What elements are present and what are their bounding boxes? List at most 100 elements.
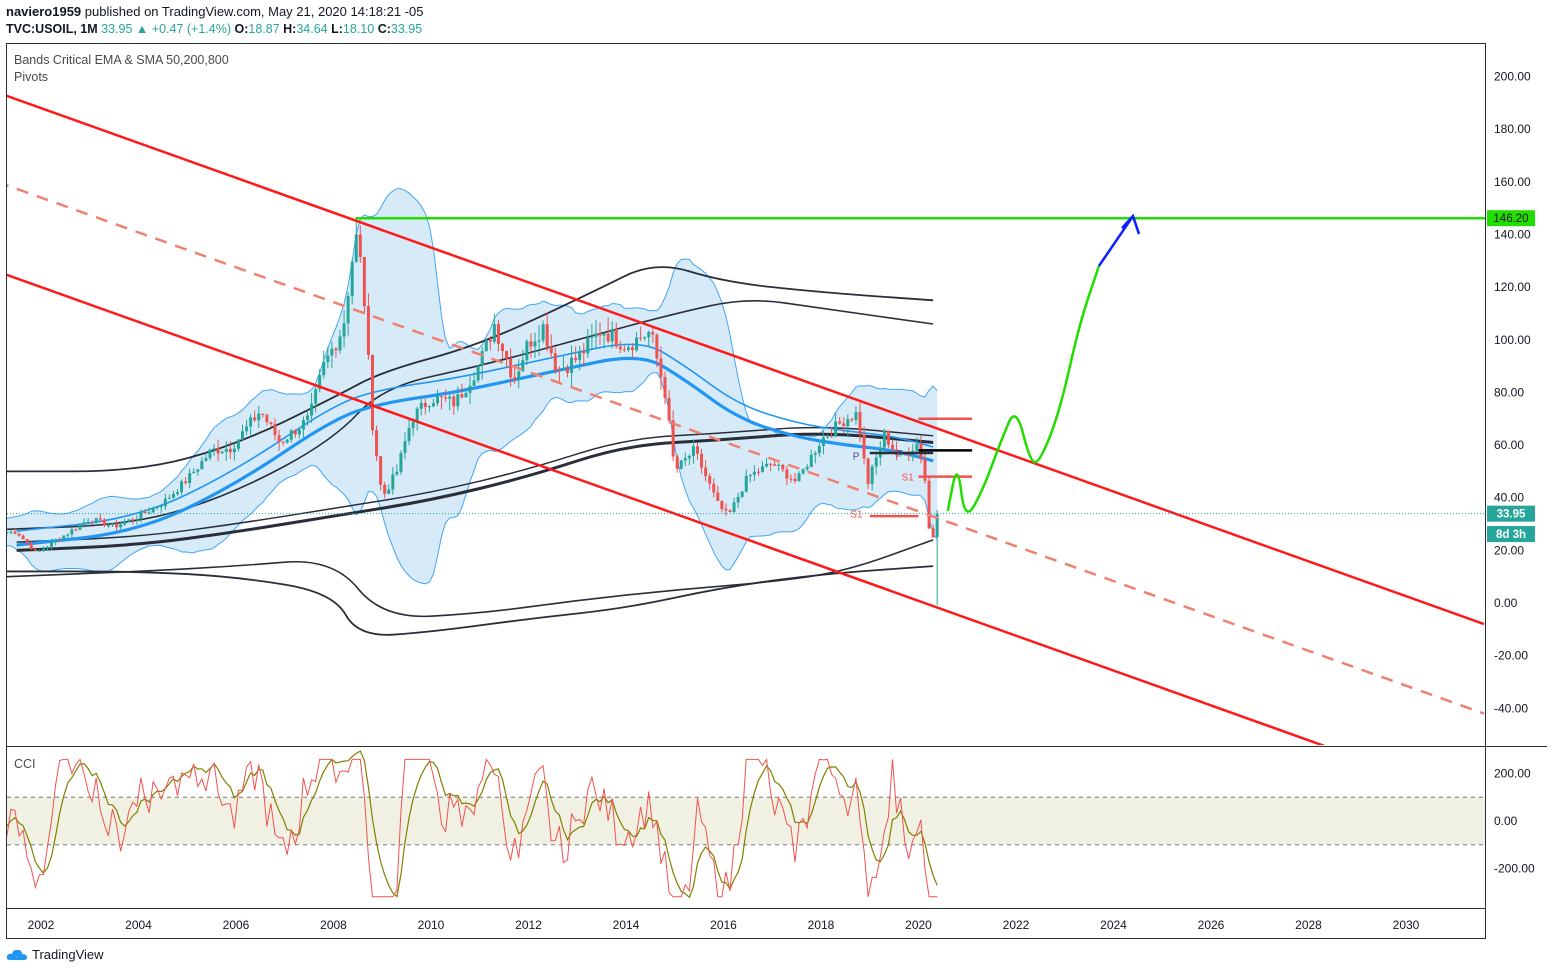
- time-tick-label: 2012: [515, 918, 542, 932]
- candle-body: [301, 420, 305, 430]
- candle-body: [927, 480, 931, 529]
- price-change: +0.47 (+1.4%): [151, 22, 231, 36]
- candle-body: [98, 518, 102, 520]
- candle-body: [306, 415, 309, 421]
- candle-body: [505, 350, 509, 359]
- axes: 200.00 180.00 160.00 140.00 120.00 100.00 80.0…: [28, 70, 1535, 932]
- candle-body: [293, 430, 297, 435]
- sma800-upper-band: [7, 266, 934, 473]
- candle-body: [119, 524, 123, 528]
- price-tick-label: 80.00: [1494, 385, 1524, 399]
- candle-body: [752, 471, 756, 475]
- candle-body: [602, 333, 606, 336]
- candle-body: [935, 513, 939, 538]
- candle-body: [578, 351, 582, 361]
- bollinger-lower-line: [7, 371, 938, 585]
- candle-body: [586, 337, 590, 354]
- candle-body: [350, 261, 354, 297]
- candle-body: [696, 446, 699, 454]
- candle-body: [537, 340, 541, 342]
- tradingview-cloud-icon: [6, 949, 28, 960]
- time-tick-label: 2028: [1295, 918, 1322, 932]
- candle-body: [411, 421, 415, 428]
- price-tick-label: 0.00: [1494, 596, 1518, 610]
- cci-tick-label: -200.00: [1494, 861, 1535, 875]
- candle-body: [204, 458, 208, 461]
- candle-body: [358, 234, 362, 257]
- candle-body: [846, 419, 850, 427]
- time-tick-label: 2020: [905, 918, 932, 932]
- price-tick-label: 60.00: [1494, 438, 1524, 452]
- price-tick-label: -20.00: [1494, 649, 1528, 663]
- candle-body: [626, 347, 630, 350]
- candle-body: [683, 458, 687, 461]
- cci-indicator-label[interactable]: CCI: [14, 757, 36, 771]
- candle-body: [931, 528, 935, 538]
- candle-body: [383, 484, 387, 494]
- time-tick-label: 2002: [28, 918, 55, 932]
- candle-body: [25, 539, 29, 544]
- candle-body: [21, 535, 25, 540]
- candle-body: [318, 375, 322, 390]
- candle-body: [740, 491, 744, 497]
- candle-body: [614, 328, 618, 347]
- candle-body: [891, 444, 894, 450]
- candle-body: [915, 443, 919, 451]
- cci-tick-label: 200.00: [1494, 767, 1531, 781]
- cci-band-fill: [7, 797, 1485, 845]
- candle-body: [533, 341, 537, 347]
- candle-body: [797, 473, 801, 481]
- candle-body: [387, 489, 391, 494]
- candle-body: [635, 337, 639, 351]
- last-price: 33.95: [101, 22, 133, 36]
- candle-body: [639, 337, 643, 339]
- candle-body: [90, 521, 94, 523]
- candle-body: [773, 464, 777, 466]
- up-arrow-icon: ▲: [135, 22, 149, 36]
- projection-arrow-head: [1121, 213, 1141, 235]
- main-pane: P P S1 S1: [7, 94, 1485, 745]
- price-tick-label: 140.00: [1494, 228, 1531, 242]
- candle-body: [732, 502, 736, 513]
- candle-body: [159, 506, 163, 508]
- projection-arrow-shaft: [1097, 215, 1135, 267]
- price-tick-label: 180.00: [1494, 122, 1531, 136]
- candle-body: [29, 543, 33, 550]
- candle-body: [712, 483, 716, 493]
- candle-body: [444, 397, 448, 399]
- publisher-name[interactable]: naviero1959: [6, 4, 82, 19]
- candle-body: [805, 467, 809, 470]
- candle-body: [62, 535, 66, 541]
- candle-body: [322, 362, 326, 376]
- pivot-label: S1: [901, 473, 914, 484]
- candle-body: [13, 531, 17, 534]
- candle-body: [342, 323, 346, 337]
- candle-body: [257, 413, 261, 421]
- candle-body: [793, 478, 797, 481]
- candle-body: [704, 467, 708, 477]
- candle-body: [549, 346, 553, 354]
- candle-body: [817, 445, 821, 454]
- pivots-indicator-label[interactable]: Pivots: [14, 70, 49, 84]
- bands-indicator-label[interactable]: Bands Critical EMA & SMA 50,200,800: [14, 53, 229, 67]
- time-tick-label: 2018: [808, 918, 835, 932]
- candle-body: [708, 476, 712, 484]
- symbol-name[interactable]: TVC:USOIL, 1M: [6, 22, 98, 36]
- candle-body: [679, 460, 683, 469]
- pivot-label: P: [853, 452, 860, 463]
- candle-body: [923, 459, 927, 481]
- candle-body: [371, 354, 374, 431]
- candle-body: [391, 474, 395, 490]
- tradingview-footer[interactable]: TradingView: [6, 947, 104, 962]
- candle-body: [180, 481, 184, 493]
- candle-body: [785, 469, 789, 479]
- pivot-label: P: [897, 449, 904, 460]
- candle-body: [415, 408, 419, 422]
- candle-body: [484, 339, 488, 352]
- target-price-label-bg: [1487, 210, 1535, 227]
- candle-body: [874, 457, 878, 467]
- candle-body: [460, 394, 464, 398]
- candle-body: [756, 471, 760, 473]
- candle-body: [232, 448, 236, 453]
